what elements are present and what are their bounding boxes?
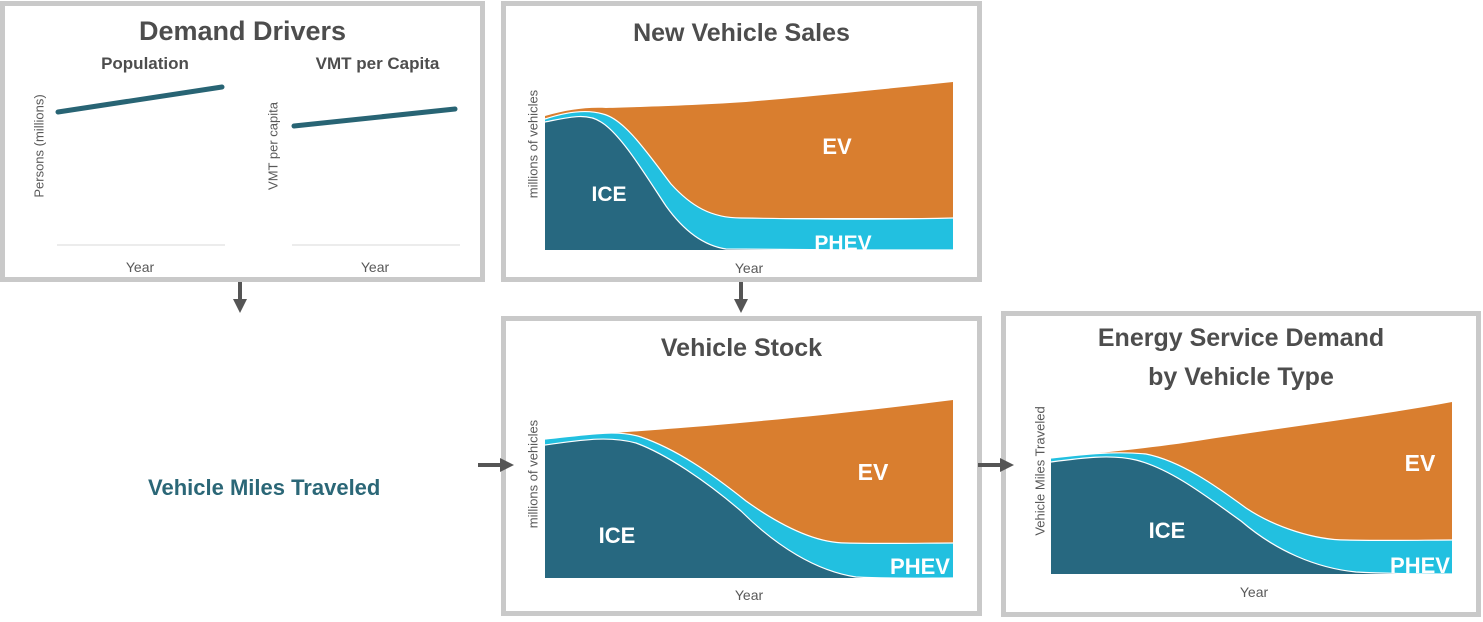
- arrow-demand-drivers-to-vmt: [233, 282, 247, 313]
- energy-service-demand-title-line1: Energy Service Demand: [1097, 324, 1385, 352]
- ice-area: [545, 439, 953, 579]
- demand-drivers-plots: [55, 84, 460, 246]
- stock-phev-label: PHEV: [890, 554, 950, 579]
- demand-drivers-panel: Demand Drivers Population VMT per Capita…: [0, 1, 485, 282]
- new-sales-phev-label: PHEV: [814, 232, 871, 255]
- service-demand-ice-label: ICE: [1149, 518, 1186, 543]
- ice-area: [1051, 456, 1452, 574]
- new-sales-ev-label: EV: [822, 134, 852, 159]
- service-demand-ev-label: EV: [1405, 450, 1436, 476]
- stock-area-chart: ICE EV PHEV: [544, 400, 954, 579]
- vmt-per-capita-title: VMT per Capita: [315, 54, 440, 73]
- arrow-stock-to-service-demand: [978, 458, 1014, 472]
- new-sales-ice-label: ICE: [591, 183, 626, 206]
- energy-service-demand-panel: Energy Service Demand by Vehicle Type Ve…: [1001, 311, 1481, 617]
- phev-ev-boundary: [544, 432, 954, 545]
- vehicle-stock-panel: Vehicle Stock millions of vehicles Year …: [501, 316, 982, 616]
- arrow-vmt-to-stock: [478, 458, 514, 472]
- ice-phev-boundary: [544, 438, 954, 579]
- service-demand-phev-label: PHEV: [1390, 553, 1450, 578]
- new-vehicle-sales-panel: New Vehicle Sales millions of vehicles Y…: [501, 1, 982, 282]
- stock-ice-label: ICE: [599, 523, 636, 548]
- service-demand-area-chart: ICE EV PHEV: [1050, 402, 1453, 578]
- vehicle-stock-title: Vehicle Stock: [660, 334, 823, 362]
- demand-drivers-title: Demand Drivers: [138, 16, 347, 46]
- ice-phev-boundary: [544, 115, 954, 251]
- vehicle-miles-traveled-label: Vehicle Miles Traveled: [148, 475, 381, 500]
- population-title: Population: [101, 54, 189, 73]
- stock-ev-label: EV: [858, 459, 889, 485]
- new-sales-x-axis-label: Year: [734, 260, 764, 276]
- service-demand-x-axis-label: Year: [1239, 584, 1269, 600]
- phev-ev-boundary: [544, 110, 954, 220]
- new-sales-area-chart: ICE EV PHEV: [544, 82, 954, 255]
- population-trend-line: [55, 84, 225, 115]
- ice-area: [545, 116, 953, 250]
- arrow-new-sales-to-stock: [734, 282, 748, 313]
- new-vehicle-sales-title: New Vehicle Sales: [633, 19, 850, 47]
- population-x-axis-label: Year: [125, 259, 155, 275]
- energy-service-demand-title-line2: by Vehicle Type: [1148, 363, 1334, 391]
- stock-x-axis-label: Year: [734, 587, 764, 603]
- phev-ev-boundary: [1050, 452, 1453, 542]
- ice-phev-boundary: [1050, 456, 1453, 575]
- vmt-per-capita-trend-line: [291, 106, 458, 129]
- vmt-per-capita-x-axis-label: Year: [360, 259, 390, 275]
